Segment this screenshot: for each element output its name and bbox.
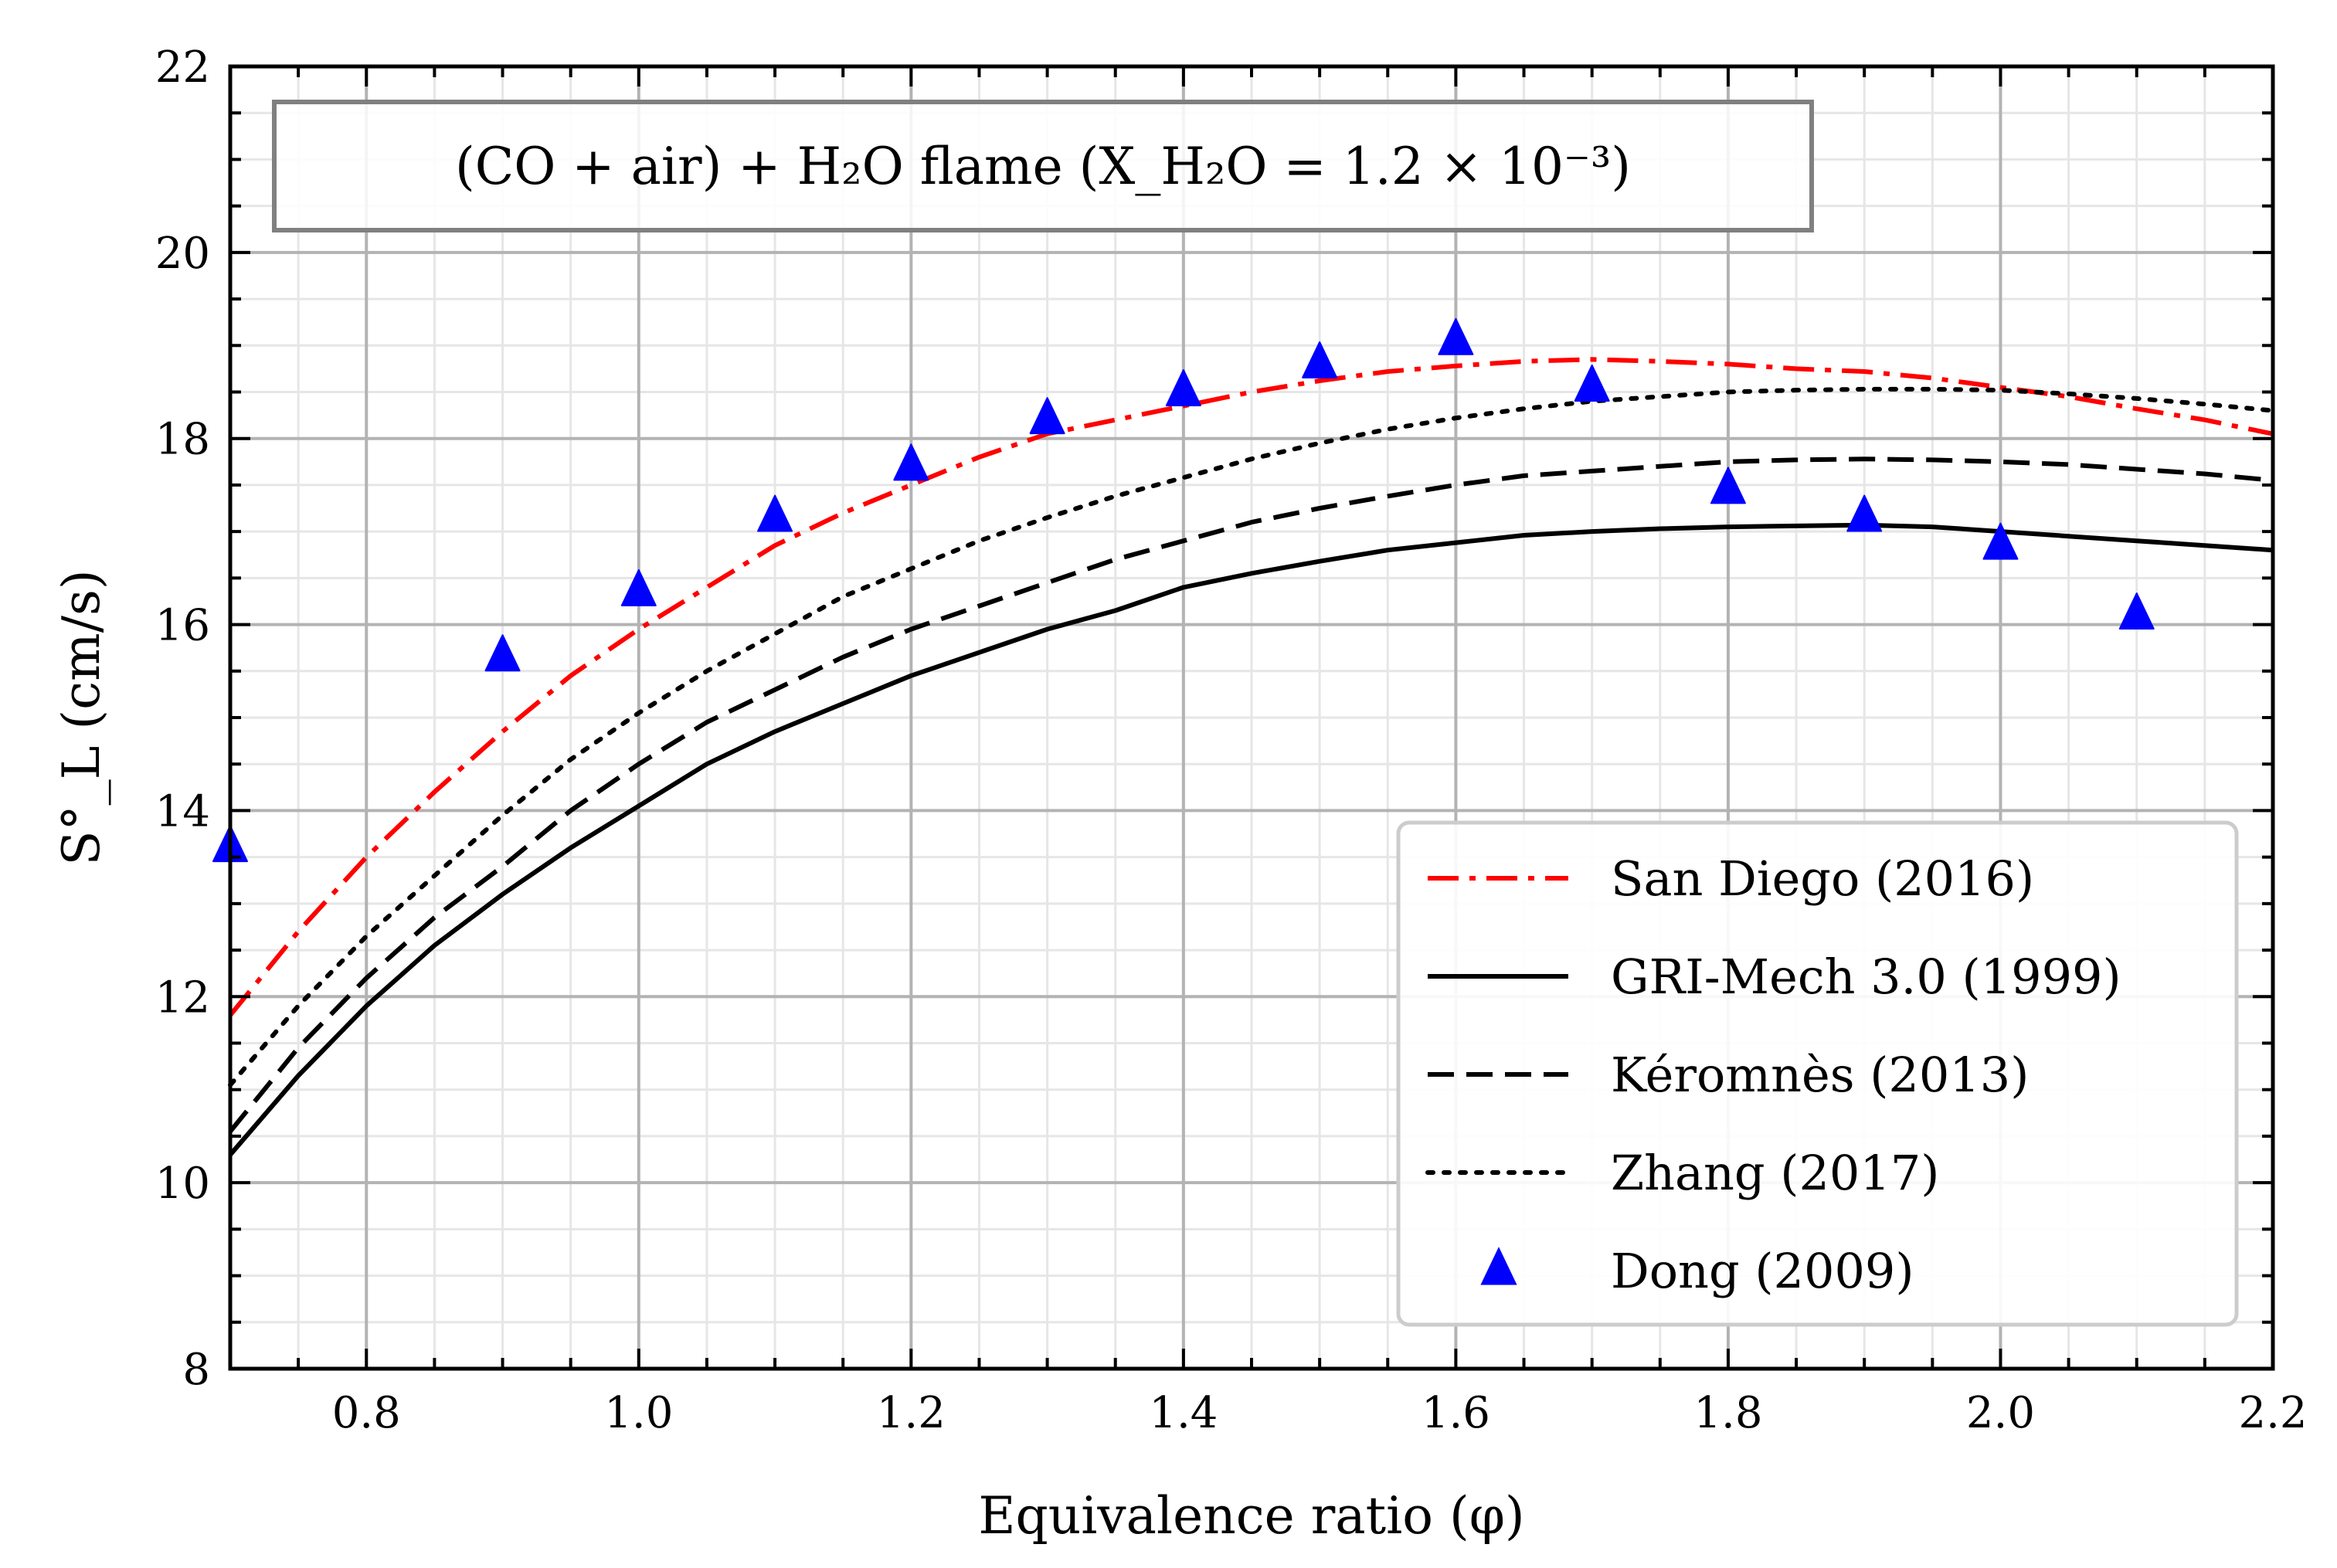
x-tick-label: 1.4 (1149, 1388, 1218, 1438)
data-point-triangle (1165, 368, 1201, 406)
y-tick-label: 20 (155, 229, 210, 279)
legend-item: Kéromnès (2013) (1428, 1047, 2029, 1103)
data-point-triangle (893, 443, 929, 481)
x-tick-label: 2.0 (1966, 1388, 2035, 1438)
data-point-triangle (1029, 397, 1065, 435)
legend-label: Kéromnès (2013) (1611, 1047, 2029, 1103)
data-point-triangle (757, 494, 793, 532)
data-point-triangle (1438, 317, 1474, 355)
data-point-triangle (1302, 341, 1338, 378)
y-tick-label: 22 (155, 42, 210, 93)
y-tick-label: 10 (155, 1159, 210, 1209)
x-tick-label: 1.8 (1693, 1388, 1762, 1438)
series-line-1 (228, 522, 2274, 1156)
y-tick-label: 18 (155, 415, 210, 465)
data-point-triangle (1710, 467, 1746, 504)
data-point-triangle (1574, 364, 1610, 402)
series-line-0 (228, 357, 2274, 1017)
x-tick-label: 1.2 (877, 1388, 946, 1438)
legend-label: San Diego (2016) (1611, 850, 2034, 907)
y-tick-label: 16 (155, 601, 210, 651)
legend: San Diego (2016) GRI-Mech 3.0 (1999) Kérom… (1396, 820, 2239, 1327)
x-tick-label: 0.8 (332, 1388, 401, 1438)
series-dong-markers (212, 317, 2155, 863)
annotation-frame (272, 100, 1814, 232)
legend-frame (1396, 820, 2239, 1327)
series-line-3 (228, 386, 2275, 1088)
x-tick-label: 1.6 (1422, 1388, 1490, 1438)
x-tick-label: 1.0 (604, 1388, 673, 1438)
legend-item: San Diego (2016) (1428, 850, 2034, 907)
legend-item: Dong (2009) (1480, 1243, 1914, 1299)
legend-item: GRI-Mech 3.0 (1999) (1428, 949, 2121, 1005)
legend-swatch-marker (1480, 1247, 1517, 1285)
data-point-triangle (484, 634, 521, 672)
y-tick-label: 12 (155, 972, 210, 1023)
legend-label: Zhang (2017) (1611, 1145, 1939, 1201)
ticks (229, 65, 2274, 1370)
data-point-triangle (620, 568, 657, 606)
tick-labels: 0.8 1.0 1.2 1.4 1.6 1.8 2.0 2.2 8 10 12 14 16 18 20 22 (155, 42, 2308, 1438)
x-axis-label: Equivalence ratio (φ) (978, 1486, 1524, 1546)
data-point-triangle (2118, 592, 2155, 630)
legend-items: San Diego (2016) GRI-Mech 3.0 (1999) Kérom… (1425, 850, 2121, 1299)
data-point-triangle (1846, 494, 1883, 532)
axes: 0.8 1.0 1.2 1.4 1.6 1.8 2.0 2.2 8 10 12 14 16 18 20 22 (155, 42, 2308, 1438)
legend-label: Dong (2009) (1611, 1243, 1914, 1299)
annotation-text: (CO + air) + H₂O flame (X_H₂O = 1.2 × 10… (455, 137, 1631, 196)
series-line-2 (228, 456, 2274, 1133)
y-tick-label: 14 (155, 786, 210, 837)
y-axis-label: S°_L (cm/s) (52, 569, 111, 865)
series-layer (212, 317, 2275, 1156)
y-tick-label: 8 (182, 1345, 210, 1395)
annotation-box: (CO + air) + H₂O flame (X_H₂O = 1.2 × 10… (272, 100, 1814, 232)
data-point-triangle (1982, 522, 2019, 560)
legend-label: GRI-Mech 3.0 (1999) (1611, 949, 2121, 1005)
x-tick-label: 2.2 (2238, 1388, 2307, 1438)
legend-item: Zhang (2017) (1425, 1145, 1939, 1201)
